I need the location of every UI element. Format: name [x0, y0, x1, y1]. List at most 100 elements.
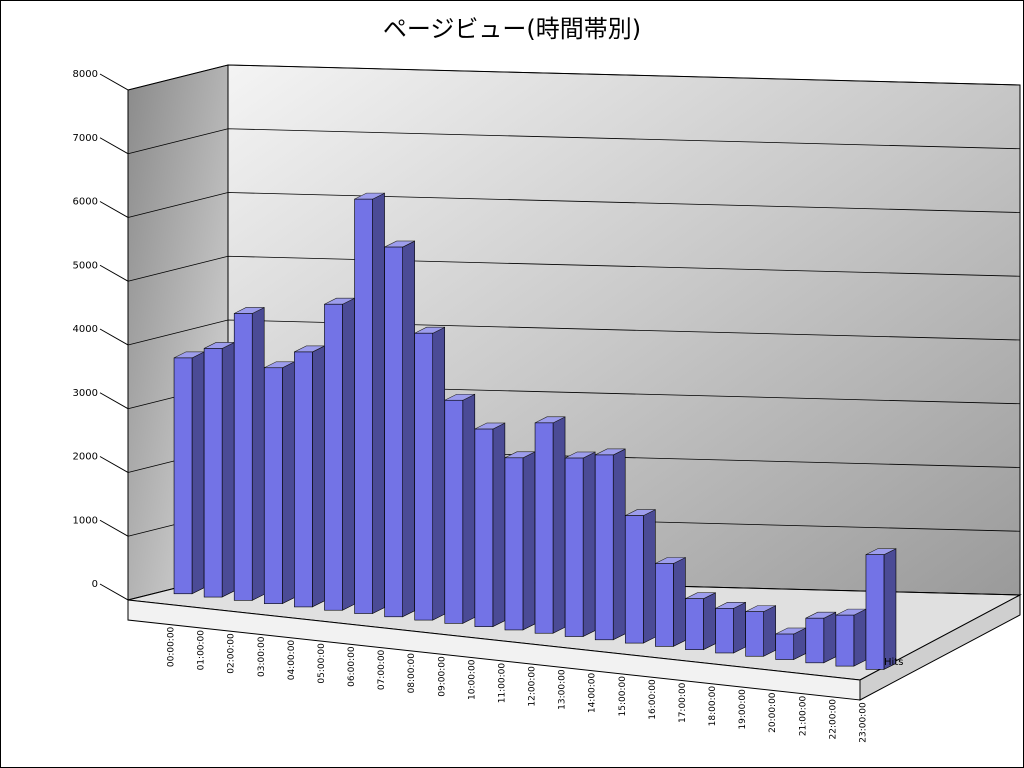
bar-side-shade — [222, 342, 235, 598]
bar-side-shade — [402, 241, 415, 617]
bar-front — [263, 367, 283, 604]
depth-axis-label: Hits — [884, 657, 903, 668]
bar-front — [354, 198, 373, 614]
chart-title: ページビュー(時間帯別) — [383, 15, 641, 43]
bar-front — [504, 457, 524, 631]
bar-top-light — [294, 345, 325, 352]
tick-mark — [99, 264, 129, 282]
bar-front — [324, 303, 343, 611]
bar-side-shade — [853, 609, 866, 667]
bar-side-shade — [823, 612, 836, 663]
plot-area: 0 1000 2000 3000 4000 5000 6000 7000 8000 00:00:0… — [73, 64, 1022, 743]
bar-front — [594, 454, 614, 641]
bar-top-light — [625, 509, 656, 516]
x-tick-label: 10:00:00 — [467, 659, 477, 700]
x-tick-label: 09:00:00 — [437, 656, 447, 697]
bar-top-light — [504, 451, 535, 458]
x-tick-label: 12:00:00 — [528, 666, 538, 707]
bar-side-shade — [643, 509, 656, 644]
bar-side-shade — [763, 605, 776, 657]
bar-side-shade — [192, 351, 205, 594]
bar-front — [534, 422, 554, 634]
bar-top-light — [805, 612, 836, 619]
bar-side-shade — [793, 628, 806, 660]
bar-top-light — [655, 557, 686, 564]
grid-line — [127, 64, 1021, 91]
bar-front — [233, 313, 253, 601]
bar-side-shade — [733, 602, 746, 653]
bar — [233, 306, 265, 601]
bar-side-shade — [492, 423, 505, 627]
floor-side — [859, 594, 1021, 701]
grid-line — [127, 128, 1021, 155]
bar — [835, 608, 867, 667]
bar — [564, 451, 596, 638]
y-tick-label: 5000 — [73, 260, 98, 271]
bar-front — [444, 399, 464, 624]
bar — [504, 451, 536, 631]
bar-side-shade — [673, 557, 686, 647]
bar-front — [474, 428, 494, 627]
bar-front — [624, 515, 644, 644]
bar — [865, 548, 897, 670]
bar-side-shade — [522, 451, 535, 630]
bar-top-light — [685, 592, 716, 599]
bar-front — [564, 457, 584, 637]
y-tick-label: 6000 — [73, 197, 98, 208]
bar-front — [805, 617, 825, 664]
bar-front — [294, 351, 313, 608]
bar-top-light — [865, 548, 896, 555]
tick-mark — [99, 392, 129, 410]
bar — [594, 448, 626, 641]
bar-side-shade — [703, 592, 716, 650]
x-tick-label: 16:00:00 — [648, 679, 658, 720]
tick-mark — [99, 456, 129, 473]
x-tick-label: 06:00:00 — [347, 646, 357, 687]
bar — [624, 509, 656, 644]
tick-mark — [99, 583, 129, 601]
bar-side-shade — [553, 416, 566, 634]
x-tick-label: 05:00:00 — [317, 643, 327, 684]
x-tick-label: 21:00:00 — [798, 695, 808, 736]
bar-side-shade — [282, 361, 295, 604]
bar — [474, 422, 506, 628]
bar — [715, 601, 746, 654]
bar — [655, 557, 686, 647]
tick-mark — [99, 137, 129, 155]
bar-top-light — [264, 361, 295, 368]
bar — [775, 627, 807, 661]
bar-top-light — [595, 448, 626, 455]
bar-front — [173, 357, 193, 595]
bar — [384, 240, 415, 618]
bar-top-light — [324, 298, 355, 305]
x-tick-label: 18:00:00 — [708, 686, 718, 727]
bar-front — [865, 554, 885, 670]
bar-front — [715, 608, 734, 654]
x-tick-label: 08:00:00 — [407, 653, 417, 694]
bar — [745, 605, 776, 657]
bar-top-light — [354, 193, 385, 200]
bar-top-light — [384, 241, 415, 248]
bar — [534, 416, 566, 634]
bar-top-light — [204, 342, 235, 349]
bar-side-shade — [372, 193, 385, 614]
bar-top-light — [234, 307, 265, 314]
bar-front — [745, 611, 764, 657]
bar-side-shade — [613, 448, 626, 640]
bar — [685, 592, 716, 651]
bar-side-shade — [432, 327, 445, 621]
x-tick-label: 00:00:00 — [167, 626, 177, 667]
bar-top-light — [535, 416, 566, 423]
bar — [354, 192, 385, 614]
bar — [203, 341, 235, 598]
x-tick-label: 02:00:00 — [227, 633, 237, 674]
bar — [414, 326, 446, 621]
y-tick-label: 7000 — [73, 133, 98, 144]
x-tick-label: 03:00:00 — [257, 636, 267, 677]
x-tick-label: 15:00:00 — [618, 676, 628, 717]
y-tick-label: 4000 — [73, 324, 98, 335]
tick-mark — [99, 201, 129, 218]
x-tick-label: 11:00:00 — [497, 663, 507, 704]
y-tick-label: 1000 — [73, 515, 98, 526]
